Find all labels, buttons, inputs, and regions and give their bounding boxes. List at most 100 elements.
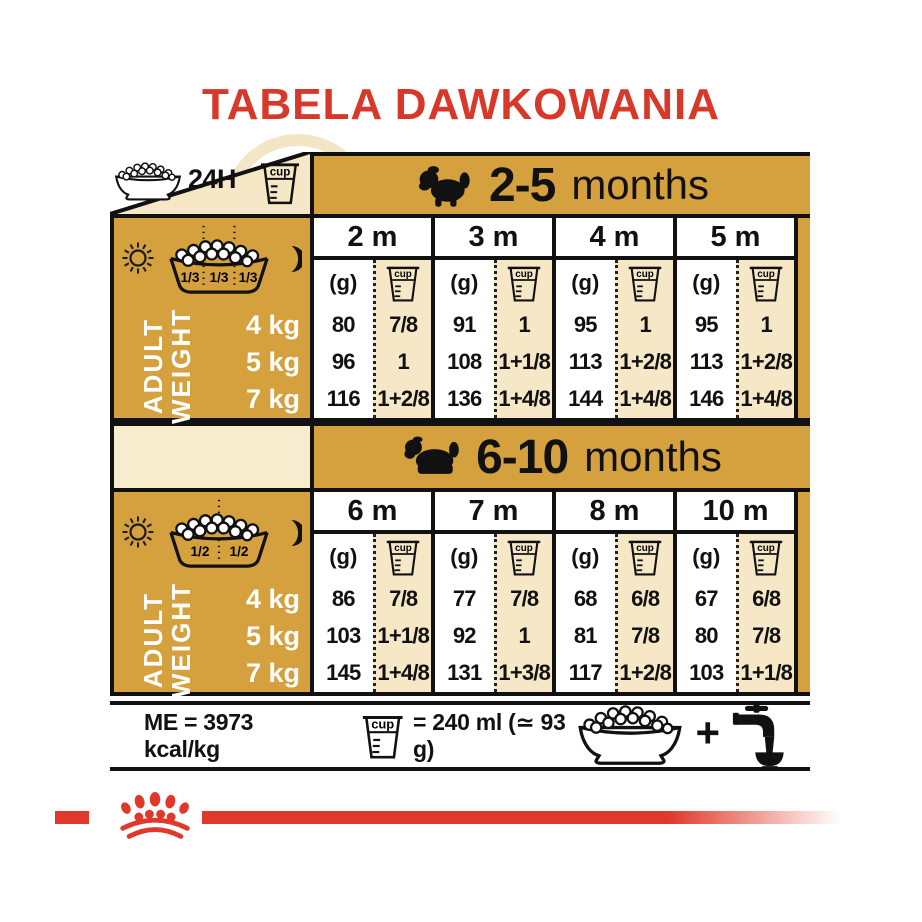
- grams-value: 80: [694, 622, 719, 648]
- cup-value: 1+2/8: [740, 348, 793, 374]
- sun-icon: [120, 514, 156, 550]
- measuring-cup-icon: cup: [386, 537, 420, 578]
- grams-value: 113: [568, 348, 603, 374]
- month-column-2m: 2 m (g) 80 96 116 cup 7/8 1 1+2/8: [310, 218, 431, 418]
- month-header: 6 m: [314, 492, 431, 534]
- cup-value: 6/8: [631, 585, 660, 611]
- svg-text:cup: cup: [636, 543, 654, 554]
- cup-value: 1+4/8: [377, 659, 430, 685]
- cup-equivalence-text: = 240 ml (≃ 93 g): [412, 709, 566, 762]
- cup-value: 7/8: [631, 622, 660, 648]
- age-range: 6-10: [476, 430, 569, 484]
- svg-text:cup: cup: [270, 167, 291, 179]
- month-header: 10 m: [677, 492, 794, 534]
- food-bowl-icon: [571, 705, 689, 767]
- month-column-10m: 10 m (g) 67 80 103 cup 6/8 7/8 1+1/8: [673, 492, 794, 692]
- weight-rows: 4 kg 5 kg 7 kg: [210, 581, 300, 692]
- cup-value: 1+1/8: [498, 348, 551, 374]
- section-2-header-row: 6-10 months: [110, 422, 810, 488]
- dosage-table: 24H cup 2-5 months: [110, 134, 810, 771]
- water-faucet-icon: [726, 702, 788, 770]
- grams-value: 80: [331, 311, 356, 337]
- cup-value: 1+4/8: [498, 385, 551, 411]
- month-column-8m: 8 m (g) 68 81 117 cup 6/8 7/8 1+2/8: [552, 492, 673, 692]
- grams-value: 95: [573, 311, 598, 337]
- grams-value: 92: [452, 622, 477, 648]
- food-plus-water: +: [571, 702, 802, 770]
- svg-text:1/3: 1/3: [239, 270, 258, 285]
- weight-rows: 4 kg 5 kg 7 kg: [210, 307, 300, 418]
- cup-legend: cup: [260, 159, 300, 212]
- section-1-header-row: 24H cup 2-5 months: [110, 134, 810, 284]
- cup-value: 1: [639, 311, 652, 337]
- daily-ration-label: 24H: [188, 164, 237, 194]
- grams-value: 131: [447, 659, 482, 685]
- moon-icon: [276, 518, 302, 548]
- portioned-bowl-icon: 1/3 1/3 1/3: [160, 225, 278, 306]
- svg-text:cup: cup: [757, 543, 775, 554]
- cup-value: 7/8: [510, 585, 539, 611]
- weight-label: 4 kg: [245, 310, 300, 340]
- grams-value: 86: [331, 585, 356, 611]
- cup-value: 1: [518, 622, 531, 648]
- month-column-5m: 5 m (g) 95 113 146 cup 1 1+2/8 1+4/8: [673, 218, 794, 418]
- month-column-6m: 6 m (g) 86 103 145 cup 7/8 1+1/8 1+4/8: [310, 492, 431, 692]
- grams-unit: (g): [571, 270, 600, 295]
- plus-sign: +: [695, 709, 720, 756]
- brand-stripe: [202, 811, 868, 824]
- svg-text:cup: cup: [371, 716, 394, 731]
- grams-value: 146: [689, 385, 724, 411]
- cup-value: 7/8: [752, 622, 781, 648]
- grams-value: 77: [452, 585, 477, 611]
- grams-unit: (g): [329, 544, 358, 569]
- cup-value: 1+4/8: [619, 385, 672, 411]
- section-1-left-column: 1/3 1/3 1/3 ADULT WEIGHT 4 kg 5 kg 7 kg: [114, 218, 310, 424]
- measuring-cup-icon: cup: [507, 537, 541, 578]
- weight-label: 4 kg: [245, 584, 300, 614]
- section-1-body: 1/3 1/3 1/3 ADULT WEIGHT 4 kg 5 kg 7 kg …: [110, 214, 810, 424]
- grams-value: 67: [694, 585, 719, 611]
- age-band-6-10-months: 6-10 months: [310, 426, 810, 488]
- grams-value: 103: [689, 659, 724, 685]
- measuring-cup-icon: cup: [628, 263, 662, 304]
- section-2-body: 1/2 1/2 ADULT WEIGHT 4 kg 5 kg 7 kg 6 m: [110, 488, 810, 698]
- measuring-cup-icon: cup: [507, 263, 541, 304]
- equivalence-row: ME = 3973 kcal/kg cup = 240 ml (≃ 93 g) …: [110, 701, 810, 771]
- grams-value: 95: [694, 311, 719, 337]
- sun-icon: [120, 240, 156, 276]
- cup-value: 1+4/8: [740, 385, 793, 411]
- svg-text:cup: cup: [394, 543, 412, 554]
- grams-value: 145: [326, 659, 361, 685]
- metabolizable-energy: ME = 3973 kcal/kg: [144, 709, 254, 762]
- puppy-dog-icon: [415, 163, 473, 208]
- grams-value: 113: [689, 348, 724, 374]
- cup-value: 1+2/8: [619, 659, 672, 685]
- svg-text:cup: cup: [757, 269, 775, 280]
- adult-weight-label: ADULT WEIGHT: [137, 582, 196, 698]
- month-header: 8 m: [556, 492, 673, 534]
- cup-equivalence: cup = 240 ml (≃ 93 g): [362, 708, 572, 765]
- cup-value: 7/8: [389, 585, 418, 611]
- svg-text:1/2: 1/2: [230, 544, 249, 559]
- age-unit: months: [571, 161, 710, 208]
- weight-label: 5 kg: [245, 347, 300, 377]
- section-2-left-column: 1/2 1/2 ADULT WEIGHT 4 kg 5 kg 7 kg: [114, 492, 310, 698]
- legend-corner-cell: 24H cup: [110, 134, 373, 284]
- grams-value: 103: [326, 622, 361, 648]
- svg-text:1/2: 1/2: [190, 544, 209, 559]
- measuring-cup-icon: cup: [628, 537, 662, 578]
- grams-unit: (g): [450, 270, 479, 295]
- cup-value: 1+1/8: [740, 659, 793, 685]
- grams-value: 136: [447, 385, 482, 411]
- weight-label: 7 kg: [245, 658, 300, 688]
- cup-value: 1+2/8: [619, 348, 672, 374]
- month-column-4m: 4 m (g) 95 113 144 cup 1 1+2/8 1+4/8: [552, 218, 673, 418]
- month-column-3m: 3 m (g) 91 108 136 cup 1 1+1/8 1+4/8: [431, 218, 552, 418]
- month-header: 2 m: [314, 218, 431, 260]
- page-title: TABELA DAWKOWANIA: [201, 80, 721, 129]
- cup-value: 1: [760, 311, 773, 337]
- grams-value: 68: [573, 585, 598, 611]
- measuring-cup-icon: cup: [749, 537, 783, 578]
- grams-value: 117: [568, 659, 603, 685]
- cup-value: 1+3/8: [498, 659, 551, 685]
